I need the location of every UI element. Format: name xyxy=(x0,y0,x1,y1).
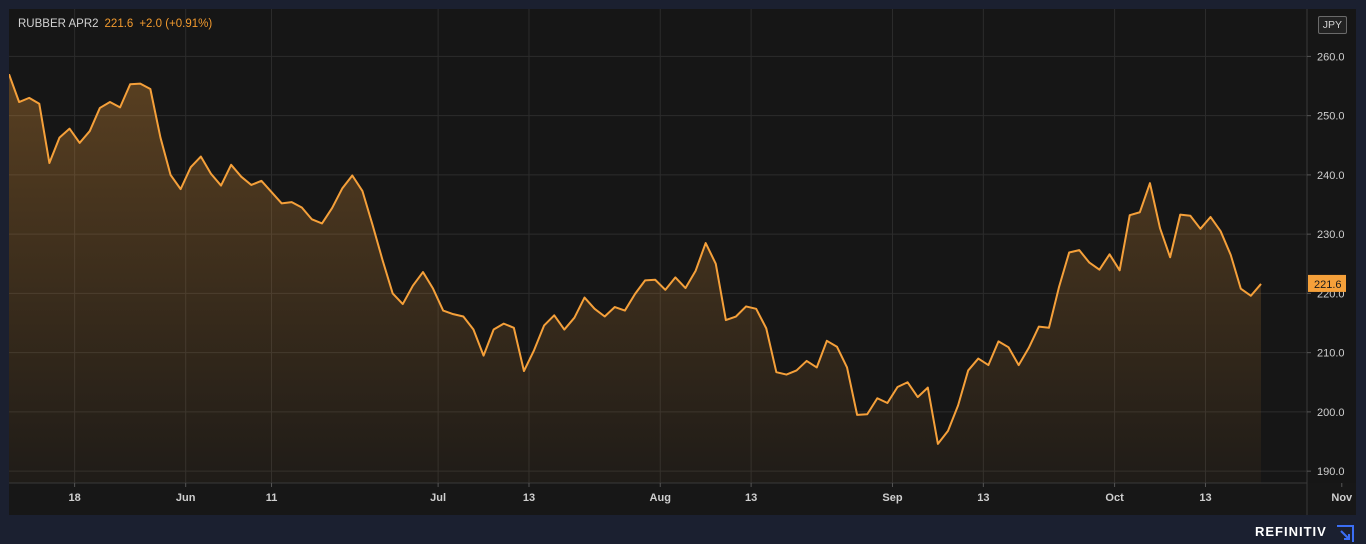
x-tick-label: 11 xyxy=(266,492,278,504)
last-value-badge-label: 221.6 xyxy=(1314,279,1342,291)
x-tick-label: 18 xyxy=(69,492,81,504)
y-tick-label: 210.0 xyxy=(1317,348,1345,360)
tick-labels: 190.0200.0210.0220.0230.0240.0250.0260.0… xyxy=(69,51,1354,504)
last-price: 221.6 xyxy=(104,18,134,30)
y-tick-label: 230.0 xyxy=(1317,229,1345,241)
y-tick-label: 250.0 xyxy=(1317,111,1345,123)
x-tick-label: 13 xyxy=(1199,492,1211,504)
y-tick-label: 240.0 xyxy=(1317,170,1345,182)
x-tick-label: Jul xyxy=(430,492,446,504)
chart-panel[interactable]: 190.0 200.0 210.0 220.0 230.0 240.0 250.0 260.0… xyxy=(9,9,1356,515)
price-chart[interactable]: 190.0200.0210.0220.0230.0240.0250.0260.0… xyxy=(9,9,1356,515)
x-tick-label: Nov xyxy=(1331,492,1353,504)
x-tick-label: 13 xyxy=(745,492,757,504)
x-tick-label: Oct xyxy=(1105,492,1124,504)
x-tick-label: 13 xyxy=(523,492,535,504)
currency-badge[interactable]: JPY xyxy=(1317,16,1347,34)
x-tick-label: Jun xyxy=(176,492,196,504)
price-change: +2.0 (+0.91%) xyxy=(139,18,213,30)
price-area-fill xyxy=(9,74,1261,484)
y-tick-label: 200.0 xyxy=(1317,407,1345,419)
price-line xyxy=(9,73,1262,445)
chart-legend: RUBBER APR2 221.6 +2.0 (+0.91%) xyxy=(18,18,212,30)
x-tick-label: Sep xyxy=(882,492,902,504)
axes xyxy=(9,9,1356,515)
last-price-badge: 221.6 xyxy=(1308,274,1346,292)
instrument-symbol: RUBBER APR2 xyxy=(18,18,99,30)
y-tick-label: 260.0 xyxy=(1317,51,1345,63)
brand-logo-text: REFINITIV xyxy=(1255,524,1327,539)
x-tick-label: 13 xyxy=(977,492,989,504)
price-series xyxy=(9,73,1262,484)
brand-logo-icon xyxy=(1337,525,1354,542)
x-tick-label: Aug xyxy=(650,492,671,504)
y-tick-label: 190.0 xyxy=(1317,466,1345,478)
x-axis-band xyxy=(9,483,1356,515)
last-value-badge-bg xyxy=(1308,274,1346,292)
